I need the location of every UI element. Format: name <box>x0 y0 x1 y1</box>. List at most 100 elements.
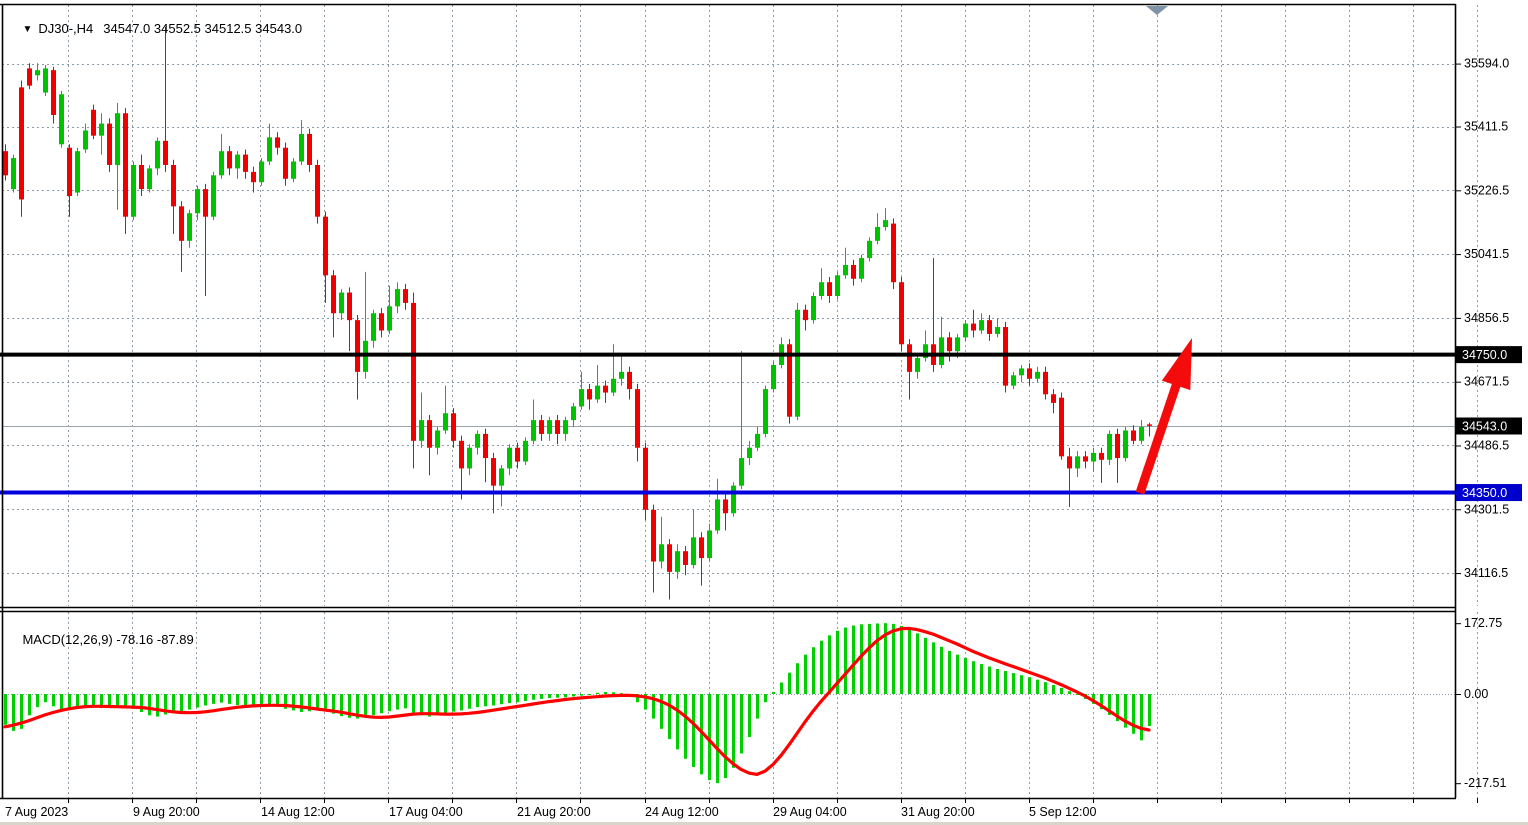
trade-direction-arrow <box>1135 338 1192 495</box>
macd-bar <box>996 668 999 694</box>
candle-body <box>987 320 992 334</box>
candle-body <box>619 371 624 379</box>
macd-bar <box>68 694 71 710</box>
macd-bar <box>164 694 167 715</box>
macd-bar <box>276 694 279 707</box>
macd-bar <box>124 694 127 707</box>
candle-body <box>1075 456 1080 469</box>
candle-body <box>115 113 120 165</box>
price-badge-label: 34350.0 <box>1462 486 1507 500</box>
macd-bar <box>188 694 191 710</box>
time-axis[interactable]: 7 Aug 2023 9 Aug 20:00 14 Aug 12:00 17 Aug … <box>5 798 1478 819</box>
candle-body <box>947 337 952 352</box>
candle-body <box>755 433 760 448</box>
macd-axis[interactable]: 172.75 0.00 -217.51 <box>1455 616 1506 790</box>
candle-body <box>995 327 1000 334</box>
macd-bar <box>836 630 839 694</box>
candle-body <box>251 171 256 183</box>
candle-body <box>227 151 232 169</box>
hlines-layer[interactable] <box>0 352 1455 495</box>
candle-body <box>379 313 384 331</box>
macd-bar <box>100 694 103 708</box>
candle-body <box>283 147 288 179</box>
macd-bar <box>1052 684 1055 694</box>
candle-body <box>411 302 416 441</box>
macd-tick-label: -217.51 <box>1464 776 1506 790</box>
macd-bar <box>604 691 607 694</box>
macd-bar <box>924 637 927 694</box>
macd-bar <box>260 694 263 704</box>
macd-bar <box>772 691 775 694</box>
macd-bar <box>940 646 943 694</box>
macd-bar <box>1116 694 1119 722</box>
candles-layer[interactable] <box>3 27 1152 600</box>
candle-body <box>795 309 800 417</box>
macd-bar <box>716 694 719 784</box>
macd-bar <box>724 694 727 779</box>
candle-body <box>75 151 80 193</box>
macd-bar <box>1132 694 1135 734</box>
macd-bar <box>1044 682 1047 694</box>
macd-bar <box>348 694 351 718</box>
macd-bar <box>380 694 383 714</box>
macd-bar <box>556 694 559 698</box>
candle-body <box>771 364 776 390</box>
candle-body <box>819 282 824 296</box>
candle-body <box>803 309 808 321</box>
time-tick-label: 9 Aug 20:00 <box>133 805 200 819</box>
macd-bar <box>596 692 599 694</box>
candle-body <box>851 264 856 279</box>
symbol-dropdown-icon[interactable]: ▼ <box>22 24 33 35</box>
candle-body <box>587 389 592 400</box>
candle-body <box>299 133 304 162</box>
candle-body <box>547 420 552 434</box>
macd-bar <box>212 694 215 704</box>
candle-body <box>763 389 768 434</box>
macd-bar <box>292 694 295 711</box>
candle-body <box>195 189 200 214</box>
macd-bar <box>180 694 183 712</box>
time-tick-label: 5 Sep 12:00 <box>1029 805 1096 819</box>
candle-body <box>211 175 216 217</box>
candle-body <box>339 292 344 314</box>
macd-indicator-label: MACD(12,26,9) -78.16 -87.89 <box>8 617 193 662</box>
macd-bar <box>444 694 447 714</box>
candle-body <box>507 447 512 469</box>
macd-bar <box>916 633 919 694</box>
macd-name: MACD(12,26,9) <box>22 632 113 647</box>
candle-body <box>427 420 432 448</box>
candle-body <box>555 420 560 434</box>
macd-bar <box>372 694 375 716</box>
macd-bar <box>972 661 975 694</box>
candle-body <box>355 320 360 372</box>
price-tick-label: 35594.0 <box>1464 57 1509 71</box>
candle-body <box>939 337 944 365</box>
macd-bar <box>820 640 823 694</box>
candle-body <box>563 420 568 434</box>
candle-body <box>259 161 264 183</box>
candle-body <box>1123 430 1128 459</box>
candle-body <box>979 320 984 331</box>
price-axis[interactable]: 35594.0 35411.5 35226.5 35041.5 34856.5 34671… <box>1455 57 1522 580</box>
macd-bar <box>28 694 31 716</box>
ohlc-open-value: 34547.0 <box>103 21 151 36</box>
candle-body <box>963 323 968 338</box>
macd-bar <box>4 694 7 725</box>
candle-body <box>171 164 176 207</box>
macd-bar <box>884 623 887 694</box>
candle-body <box>243 154 248 172</box>
macd-bar <box>1124 694 1127 728</box>
candle-body <box>1043 371 1048 395</box>
chart-title-bar: ▼ DJ30-,H4 34547.0 34552.5 34512.5 34543.0 <box>8 6 302 51</box>
candle-body <box>203 189 208 217</box>
macd-signal-line <box>3 626 1151 777</box>
candle-body <box>91 109 96 136</box>
scroll-shift-marker-icon[interactable] <box>1146 6 1168 15</box>
macd-bar <box>844 627 847 694</box>
symbol-period-label: DJ30-,H4 <box>38 21 94 36</box>
macd-bar <box>92 694 95 707</box>
candle-body <box>675 551 680 572</box>
candle-body <box>147 168 152 190</box>
price-badge-label: 34543.0 <box>1462 420 1507 434</box>
